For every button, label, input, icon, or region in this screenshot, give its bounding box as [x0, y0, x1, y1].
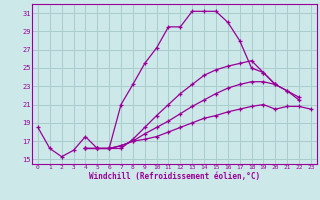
- X-axis label: Windchill (Refroidissement éolien,°C): Windchill (Refroidissement éolien,°C): [89, 172, 260, 181]
